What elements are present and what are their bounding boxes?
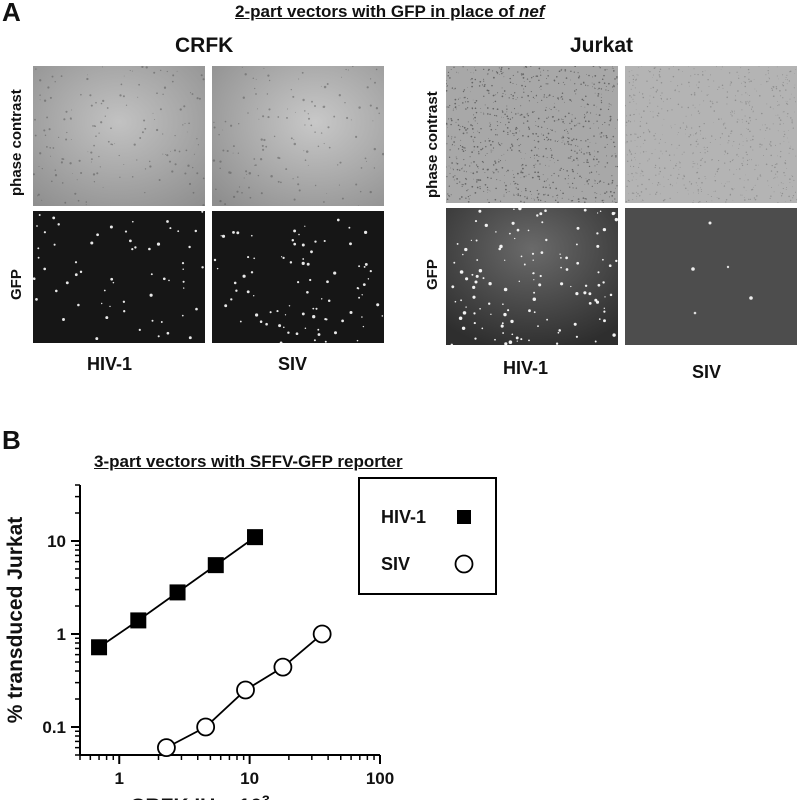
data-point-siv [312,624,332,644]
crfk-hiv-gfp-texture [33,211,205,343]
jurkat-siv-gfp-texture [625,208,797,345]
crfk-hiv-label: HIV-1 [87,354,133,374]
crfk-gfp-label: GFP [8,269,25,300]
crfk-siv-phase-texture [212,66,384,206]
crfk-phase-label: phase contrast [8,89,25,196]
jurkat-hiv-label: HIV-1 [503,358,549,378]
x-tick-label: 1 [115,769,124,788]
jurkat-hiv-gfp-texture [446,208,618,345]
legend-label-siv: SIV [381,554,410,574]
legend-label-hiv-1: HIV-1 [381,507,426,527]
data-point-siv [196,717,216,737]
jurkat-siv-gfp-image [625,208,797,345]
panel-b-letter: B [2,425,21,455]
data-point-hiv-1 [169,584,186,601]
crfk-siv-phase-image [212,66,384,206]
crfk-hiv-gfp-image [33,211,205,343]
crfk-siv-gfp-texture [212,211,384,343]
legend-marker-square [457,510,471,524]
y-tick-label: 0.1 [42,718,66,737]
jurkat-phase-label: phase contrast [424,91,441,198]
data-point-hiv-1 [91,639,108,656]
data-point-siv [273,657,293,677]
y-axis-title: % transduced Jurkat [4,517,27,724]
jurkat-siv-phase-texture [625,66,797,203]
transduction-chart: 1 10 100 0.1 1 10 % transduced Jurkat CRFK IU x… [4,477,497,800]
data-point-hiv-1 [130,612,147,629]
jurkat-header: Jurkat [570,34,634,57]
chart-plot-area: 1 10 100 0.1 1 10 % transduced Jurkat CRFK IU x… [4,477,497,800]
data-point-siv [157,738,176,758]
jurkat-hiv-gfp-image [446,208,618,345]
panel-a-title: 2-part vectors with GFP in place of nef [235,2,545,22]
crfk-siv-gfp-image [212,211,384,343]
panel-a-letter: A [2,0,21,27]
x-tick-label: 100 [366,769,394,788]
jurkat-hiv-phase-image [446,66,618,203]
data-point-hiv-1 [247,529,264,546]
jurkat-siv-phase-image [625,66,797,203]
x-axis-title: CRFK IU x 103 [130,792,270,800]
crfk-siv-label: SIV [278,354,308,374]
y-tick-label: 10 [47,532,66,551]
jurkat-gfp-label: GFP [424,259,441,290]
data-point-hiv-1 [207,557,224,574]
legend-box [358,477,497,595]
y-tick-label: 1 [57,625,66,644]
panel-a-title-italic: nef [519,2,545,21]
legend-marker-circle [454,554,474,574]
data-point-siv [236,680,255,700]
jurkat-hiv-phase-texture [446,66,618,203]
x-tick-label: 10 [240,769,259,788]
panel-b-title: 3-part vectors with SFFV-GFP reporter [94,452,403,471]
crfk-hiv-phase-image [33,66,205,206]
crfk-header: CRFK [175,34,234,57]
crfk-hiv-phase-texture [33,66,205,206]
jurkat-siv-label: SIV [692,362,722,382]
panel-a-title-text: 2-part vectors with GFP in place of [235,2,520,21]
